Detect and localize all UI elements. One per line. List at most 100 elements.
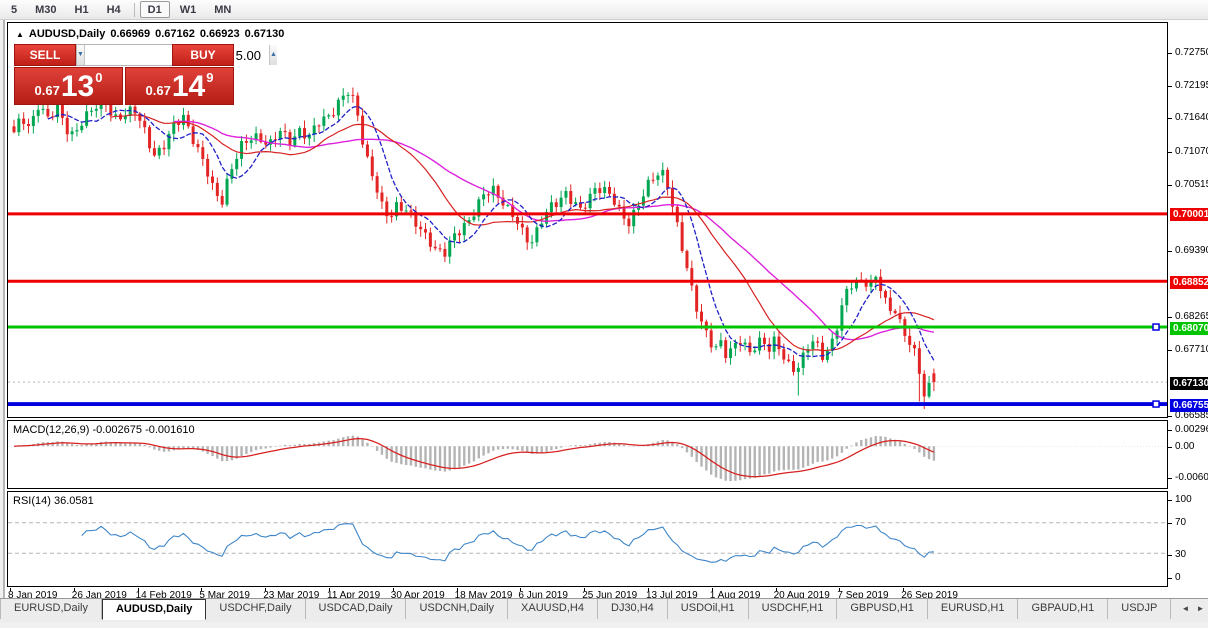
timeframe-toolbar: 5 M30 H1 H4 D1 W1 MN — [0, 0, 1208, 20]
sell-price-prefix: 0.67 — [34, 83, 60, 98]
rsi-tick-0-tick — [1168, 578, 1172, 579]
chart-tab-xauusd-h4[interactable]: XAUUSD,H4 — [508, 599, 598, 619]
chart-tab-usdoil-h1[interactable]: USDOil,H1 — [668, 599, 749, 619]
date-label: 25 Jun 2019 — [582, 590, 638, 601]
macd-tick-zero: 0.00 — [1175, 441, 1195, 452]
date-tick — [584, 588, 586, 591]
macd-pane[interactable]: MACD(12,26,9) -0.002675 -0.001610 — [7, 420, 1168, 489]
price-tick-0.72195-tick — [1168, 85, 1172, 87]
sell-button[interactable]: SELL — [14, 44, 76, 66]
chart-tab-audusd-daily[interactable]: AUDUSD,Daily — [101, 599, 207, 620]
date-tick — [265, 588, 267, 591]
one-click-trade-panel: SELL ▼ ▲ BUY 0.67 13 0 0.67 — [14, 44, 277, 105]
date-label: 26 Jan 2019 — [71, 590, 127, 601]
panel-toggle-triangle-icon[interactable]: ▲ — [16, 29, 24, 39]
date-label: 30 Apr 2019 — [390, 590, 445, 601]
price-tick-0.68265: 0.68265 — [1175, 311, 1208, 323]
ohlc-open: 0.66969 — [110, 28, 151, 40]
price-tick-0.67710-tick — [1168, 349, 1172, 351]
chart-tab-usdcad-daily[interactable]: USDCAD,Daily — [306, 599, 407, 619]
rsi-tick-100-tick — [1168, 500, 1172, 501]
date-tick — [520, 588, 522, 591]
date-label: 5 Mar 2019 — [199, 590, 250, 601]
status-bar — [0, 622, 1208, 628]
chart-tab-dj30-h4[interactable]: DJ30,H4 — [598, 599, 668, 619]
chart-tab-gbpusd-h1[interactable]: GBPUSD,H1 — [837, 599, 928, 619]
hline-label-0.68852: 0.68852 — [1170, 276, 1208, 290]
chart-tab-eurusd-h1[interactable]: EURUSD,H1 — [928, 599, 1019, 619]
symbol-name: AUDUSD,Daily — [28, 28, 106, 40]
buy-price-prefix: 0.67 — [145, 83, 171, 98]
date-tick — [10, 588, 11, 591]
ohlc-high: 0.67162 — [155, 28, 195, 40]
date-label: 14 Feb 2019 — [135, 590, 192, 601]
buy-button[interactable]: BUY — [172, 44, 234, 66]
current-price-label: 0.67130 — [1170, 377, 1208, 391]
volume-increase-icon[interactable]: ▲ — [268, 45, 277, 65]
sell-price-big: 13 — [60, 70, 95, 103]
price-tick-0.66585: 0.66585 — [1175, 410, 1208, 421]
chart-tab-usdchf-h1[interactable]: USDCHF,H1 — [749, 599, 838, 619]
price-tick-0.69390-tick — [1168, 250, 1172, 252]
price-tick-0.70515: 0.70515 — [1175, 178, 1208, 190]
price-tick-0.71640-tick — [1168, 118, 1172, 120]
date-tick — [711, 588, 713, 591]
toolbar-separator — [133, 2, 135, 17]
timeframe-button-mn[interactable]: MN — [214, 4, 232, 16]
sell-quote[interactable]: 0.67 13 0 — [14, 67, 123, 105]
price-axis[interactable]: 0.72750 0.72195 0.71640 0.71070 0.70515 0.693… — [1168, 22, 1208, 598]
tab-scroll-left-icon[interactable]: ◄ — [1181, 604, 1190, 613]
macd-tick-zero-tick — [1168, 447, 1172, 448]
price-pane[interactable]: ▲ AUDUSD,Daily 0.66969 0.67162 0.66923 0… — [7, 22, 1168, 418]
price-tick-0.71640: 0.71640 — [1175, 112, 1208, 124]
macd-chart — [8, 435, 1167, 482]
hline-label-0.66755: 0.66755 — [1170, 399, 1208, 413]
date-label: 23 Mar 2019 — [263, 590, 320, 601]
chart-tab-usdjp[interactable]: USDJP — [1108, 599, 1172, 619]
timeframe-button-d1[interactable]: D1 — [139, 1, 170, 18]
ohlc-low: 0.66923 — [199, 28, 240, 40]
ohlc-close: 0.67130 — [244, 28, 285, 40]
macd-tick-top-tick — [1168, 430, 1172, 431]
price-tick-0.72750: 0.72750 — [1175, 47, 1208, 58]
chart-tab-usdchf-daily[interactable]: USDCHF,Daily — [206, 599, 306, 619]
timeframe-button-h1[interactable]: H1 — [74, 4, 89, 16]
candlestick-chart[interactable] — [8, 23, 1167, 417]
chart-tabstrip: EURUSD,Daily AUDUSD,Daily USDCHF,Daily USDC… — [0, 598, 1208, 622]
hline-label-0.68070: 0.68070 — [1170, 322, 1208, 336]
macd-label: MACD(12,26,9) -0.002675 -0.001610 — [13, 424, 195, 436]
date-label: 6 Jun 2019 — [518, 590, 568, 601]
price-tick-0.66585-tick — [1168, 416, 1172, 417]
chart-tab-usdcnh-daily[interactable]: USDCNH,Daily — [406, 599, 509, 619]
rsi-tick-100: 100 — [1175, 494, 1192, 505]
rsi-tick-70: 70 — [1175, 517, 1187, 529]
date-tick — [775, 588, 777, 591]
rsi-tick-0: 0 — [1175, 572, 1181, 583]
volume-decrease-icon[interactable]: ▼ — [77, 45, 85, 65]
timeframe-button-h4[interactable]: H4 — [106, 4, 121, 16]
date-label: 7 Sep 2019 — [837, 590, 889, 601]
macd-tick-bottom-tick — [1168, 478, 1172, 479]
date-tick — [648, 588, 649, 591]
date-tick — [456, 588, 458, 591]
timeframe-button-5[interactable]: 5 — [11, 4, 18, 16]
hline-label-0.70001: 0.70001 — [1170, 208, 1208, 222]
chart-tab-gbpaud-h1[interactable]: GBPAUD,H1 — [1018, 599, 1109, 619]
rsi-pane[interactable]: RSI(14) 36.0581 — [7, 491, 1168, 587]
chart-tab-eurusd-daily[interactable]: EURUSD,Daily — [0, 599, 102, 619]
price-tick-0.72195: 0.72195 — [1175, 79, 1208, 91]
rsi-label: RSI(14) 36.0581 — [13, 495, 94, 507]
price-tick-0.71070: 0.71070 — [1175, 145, 1208, 157]
timeframe-button-m30[interactable]: M30 — [35, 4, 57, 16]
rsi-tick-30-tick — [1168, 554, 1172, 556]
date-label: 11 Apr 2019 — [327, 590, 381, 601]
tab-scroll-arrows: ◄ ► — [1179, 601, 1207, 617]
timeframe-button-w1[interactable]: W1 — [179, 4, 197, 16]
buy-quote[interactable]: 0.67 14 9 — [125, 67, 234, 105]
date-label: 26 Sep 2019 — [901, 590, 958, 601]
date-tick — [73, 588, 75, 591]
price-tick-0.67710: 0.67710 — [1175, 343, 1208, 355]
tab-scroll-right-icon[interactable]: ► — [1196, 604, 1205, 613]
rsi-tick-70-tick — [1168, 523, 1172, 525]
price-tick-0.70515-tick — [1168, 184, 1172, 186]
